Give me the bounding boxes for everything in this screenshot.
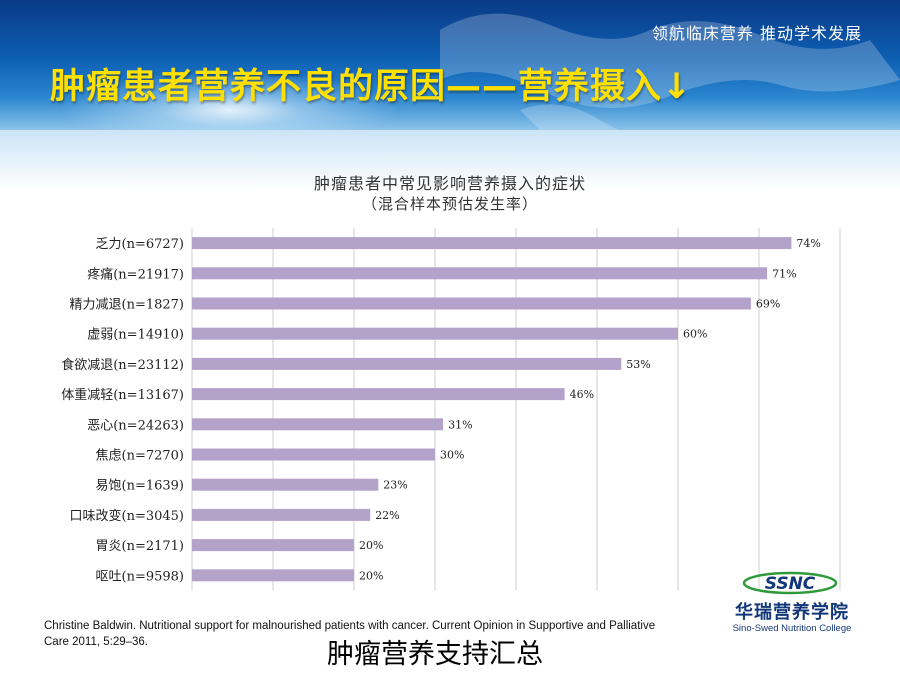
category-label: 焦虑(n=7270) — [96, 449, 185, 464]
category-label: 胃炎(n=2171) — [96, 539, 185, 554]
category-label: 恶心(n=24263) — [87, 418, 184, 433]
category-label: 精力减退(n=1827) — [70, 298, 185, 313]
data-label: 31% — [448, 418, 472, 431]
category-label: 虚弱(n=14910) — [87, 328, 184, 343]
header-banner: 领航临床营养 推动学术发展 肿瘤患者营养不良的原因——营养摄入↓ — [0, 0, 900, 130]
chart-subtitle: （混合样本预估发生率） — [361, 195, 538, 213]
data-label: 74% — [796, 237, 820, 250]
data-label: 20% — [359, 569, 383, 582]
data-label: 46% — [570, 388, 594, 401]
logo-name-cn: 华瑞营养学院 — [735, 602, 849, 623]
data-label: 30% — [440, 449, 464, 462]
data-label: 60% — [683, 328, 707, 341]
bar — [192, 569, 354, 582]
bar — [192, 297, 751, 310]
bar — [192, 539, 354, 552]
bar — [192, 267, 768, 280]
college-logo: SSNC 华瑞营养学院 Sino-Swed Nutrition College — [712, 568, 872, 638]
bar — [192, 508, 371, 521]
category-label: 体重减轻(n=13167) — [61, 387, 184, 403]
category-label: 疼痛(n=21917) — [87, 266, 184, 282]
data-label: 23% — [383, 479, 407, 492]
category-label: 食欲减退(n=23112) — [61, 357, 184, 373]
data-label: 20% — [359, 539, 383, 552]
category-label: 易饱(n=1639) — [96, 479, 185, 494]
bar — [192, 388, 565, 401]
bar — [192, 418, 444, 431]
data-label: 53% — [626, 358, 650, 371]
logo-name-en: Sino-Swed Nutrition College — [732, 623, 852, 634]
bar — [192, 357, 622, 370]
data-label: 71% — [772, 267, 796, 280]
category-label: 口味改变(n=3045) — [70, 508, 185, 524]
page-title: 肿瘤患者营养不良的原因——营养摄入↓ — [50, 67, 693, 107]
bar — [192, 327, 678, 340]
header-fade — [0, 130, 900, 190]
world-map-graphic — [440, 13, 900, 130]
bar — [192, 478, 379, 491]
logo-mark-text: SSNC — [765, 574, 816, 594]
footer-caption: 肿瘤营养支持汇总 — [327, 639, 543, 670]
bar — [192, 237, 792, 250]
bar — [192, 448, 435, 461]
category-label: 呕吐(n=9598) — [96, 569, 185, 584]
water-ripple-graphic — [60, 70, 400, 130]
ssnc-logo-mark: SSNC — [742, 571, 838, 595]
citation-text: Christine Baldwin. Nutritional support f… — [44, 620, 656, 648]
chart-title: 肿瘤患者中常见影响营养摄入的症状 — [313, 174, 586, 193]
data-label: 69% — [756, 298, 780, 311]
category-label: 乏力(n=6727) — [96, 237, 185, 252]
data-label: 22% — [375, 509, 399, 522]
header-slogan: 领航临床营养 推动学术发展 — [651, 24, 862, 43]
